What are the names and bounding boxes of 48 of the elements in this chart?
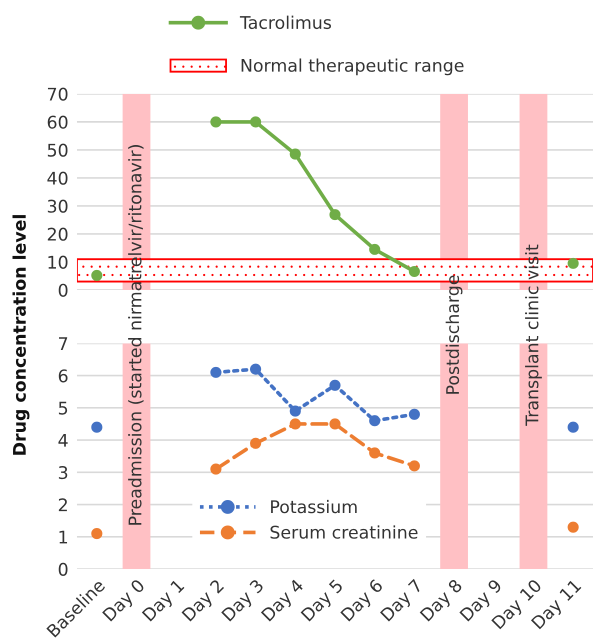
point [369,415,380,426]
y-tick-label: 0 [58,562,68,576]
y-tick-label: 40 [47,172,68,185]
y-tick-label: 2 [58,498,67,512]
y-tick-label: 60 [48,116,68,129]
point [329,380,341,391]
point [408,460,420,472]
point [408,266,420,278]
point [408,408,420,420]
point [290,418,301,430]
y-tick-label: 0 [58,284,68,297]
point [369,447,380,459]
y-tick-label: 50 [48,144,68,157]
y-tick-label: 4 [58,434,68,447]
point [91,528,102,540]
point [568,258,579,269]
point [250,364,262,375]
point [290,406,301,417]
y-tick-label: 5 [58,402,68,415]
band-label: Preadmission (started nirmatrelvir/ritonavir) [128,145,144,525]
point [568,522,579,533]
y-tick-label: 20 [48,228,68,241]
point [250,438,262,449]
legend-label: Serum creatinine [270,525,418,539]
point [329,209,341,220]
point [210,464,222,475]
band-label: Postdischarge [446,275,462,394]
point [210,116,222,128]
y-tick-label: 7 [59,337,68,350]
point [91,270,102,281]
legend-label: Normal therapeutic range [242,58,464,76]
point [91,422,102,433]
y-axis-title: Drug concentration level [12,215,30,455]
band-label: Transplant clinic visit [525,244,542,426]
y-tick-label: 3 [58,466,68,480]
legend-label: Potassium [271,500,357,514]
y-tick-label: 10 [48,256,68,269]
point [568,422,579,433]
point [369,244,380,255]
y-tick-label: 70 [48,88,68,101]
y-tick-label: 1 [60,530,68,544]
point [210,366,222,378]
y-tick-label: 6 [58,369,68,382]
y-tick-label: 30 [48,200,68,213]
legend-label: Tacrolimus [240,16,332,30]
point [250,116,262,128]
point [329,418,341,430]
point [290,148,301,160]
